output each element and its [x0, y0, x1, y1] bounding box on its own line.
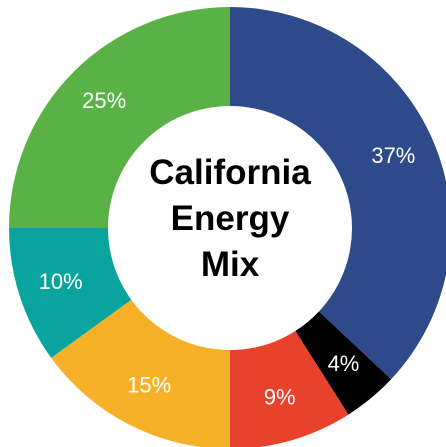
data-label: 9% — [264, 385, 296, 410]
donut-segment — [230, 331, 349, 447]
chart-title: California Energy Mix — [149, 153, 311, 284]
donut-segment — [9, 7, 230, 228]
data-label: 4% — [328, 351, 360, 376]
data-label: 10% — [39, 269, 83, 294]
data-label: 25% — [82, 88, 126, 113]
donut-segment — [51, 299, 230, 447]
donut-segment — [295, 311, 392, 415]
data-label: 15% — [127, 372, 171, 397]
donut-segment — [8, 228, 132, 358]
donut-segment — [230, 7, 446, 380]
data-label: 37% — [371, 143, 415, 168]
